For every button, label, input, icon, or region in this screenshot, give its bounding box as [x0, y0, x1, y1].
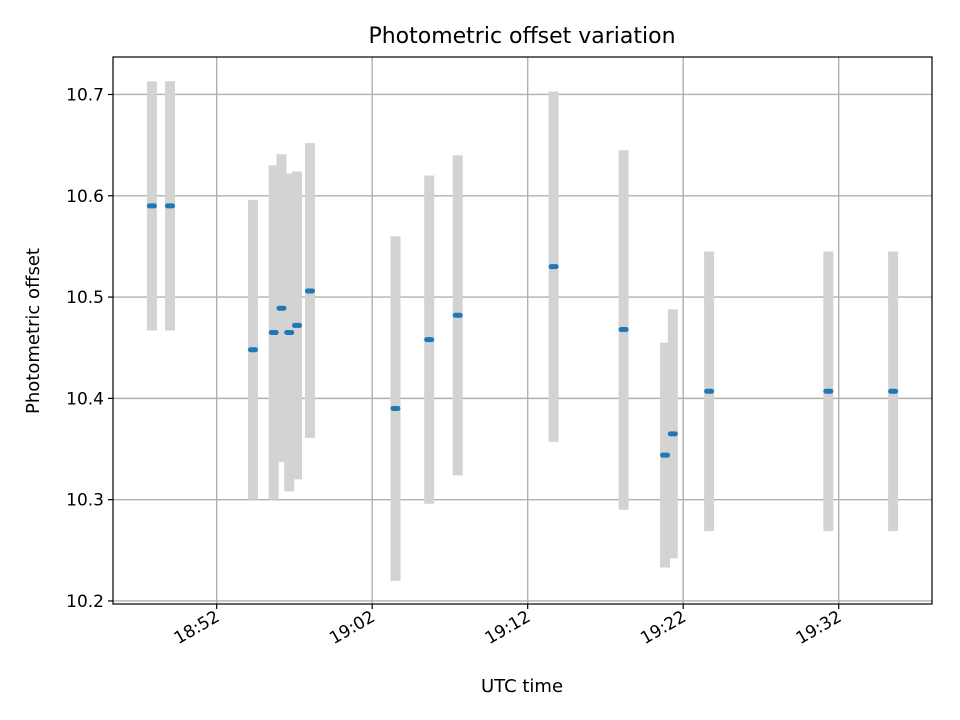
- y-ticks: 10.2 10.3 10.4 10.5 10.6 10.7: [66, 85, 113, 612]
- markers: [146, 203, 899, 458]
- y-tick-label: 10.4: [66, 389, 104, 409]
- data-point: [618, 326, 629, 332]
- data-point: [304, 288, 315, 294]
- data-point: [660, 452, 671, 458]
- data-point: [888, 388, 899, 394]
- data-point: [268, 330, 279, 336]
- data-point: [424, 337, 435, 343]
- x-axis-label: UTC time: [481, 676, 563, 697]
- data-point: [548, 264, 559, 270]
- y-axis-label: Photometric offset: [23, 248, 44, 414]
- data-point: [292, 322, 303, 328]
- data-point: [284, 330, 295, 336]
- y-tick-label: 10.5: [66, 288, 104, 308]
- plot-frame: [112, 56, 933, 605]
- data-point: [667, 431, 678, 437]
- data-point: [704, 388, 715, 394]
- y-tick-label: 10.6: [66, 187, 104, 207]
- data-point: [452, 312, 463, 318]
- y-tick-label: 10.2: [66, 592, 104, 612]
- data-point: [247, 347, 258, 353]
- data-point: [276, 305, 287, 311]
- data-point: [823, 388, 834, 394]
- y-tick-label: 10.7: [66, 85, 104, 105]
- y-tick-label: 10.3: [66, 491, 104, 511]
- data-point: [146, 203, 157, 209]
- data-point: [165, 203, 176, 209]
- data-point: [390, 405, 401, 411]
- chart-title: Photometric offset variation: [368, 24, 675, 49]
